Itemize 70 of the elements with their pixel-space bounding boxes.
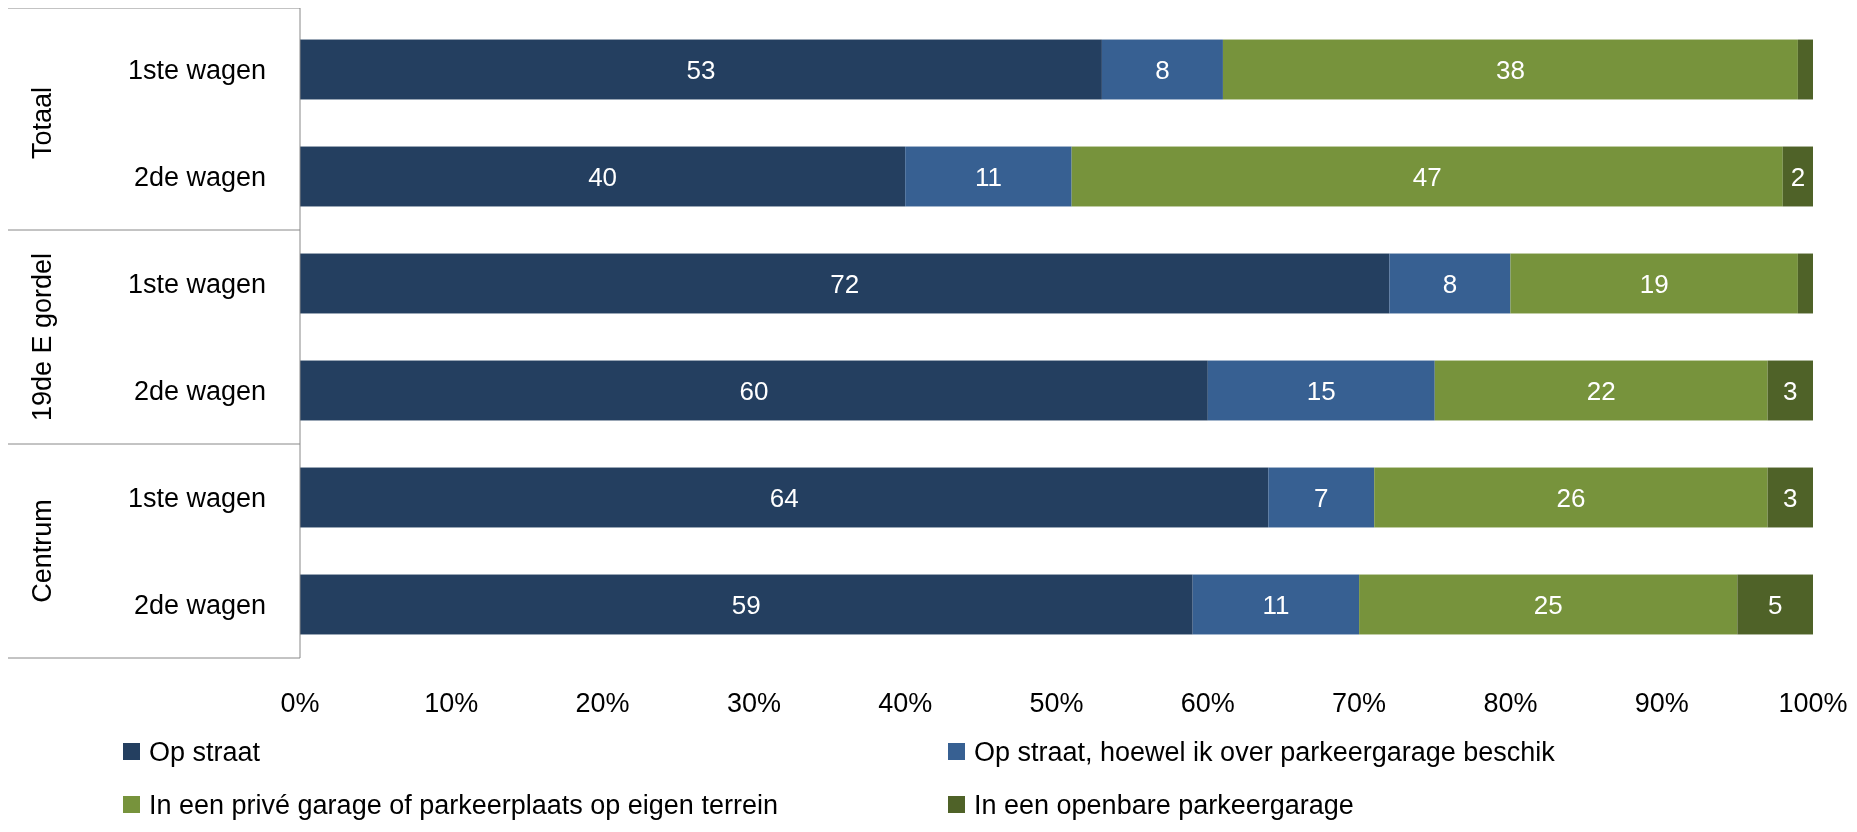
x-tick-label: 60%	[1180, 688, 1235, 718]
data-label: 3	[1783, 375, 1798, 406]
bar	[1374, 467, 1768, 528]
y-tick-label: 1ste wagen	[127, 268, 266, 299]
bar	[1222, 39, 1798, 100]
data-label: 8	[1155, 54, 1170, 85]
bar	[300, 146, 906, 207]
text: Totaal	[27, 86, 58, 160]
data-label: 59	[731, 589, 761, 620]
legend-label: In een openbare parkeergarage	[974, 790, 1354, 820]
data-label: 60	[739, 375, 769, 406]
bar	[1782, 146, 1813, 207]
x-tick-label: 0%	[280, 688, 320, 718]
bar	[300, 360, 1208, 421]
data-label: 25	[1533, 589, 1563, 620]
x-tick-label: 70%	[1332, 688, 1387, 718]
data-label: 26	[1556, 482, 1586, 513]
data-label: 7	[1314, 482, 1329, 513]
x-tick-label: 100%	[1778, 688, 1848, 718]
x-tick-label: 90%	[1634, 688, 1689, 718]
x-tick-label: 10%	[424, 688, 479, 718]
data-label: 19	[1639, 268, 1669, 299]
bar	[1071, 146, 1783, 207]
bar	[300, 253, 1390, 314]
bar	[1389, 253, 1511, 314]
bar	[1737, 574, 1813, 635]
text: 19de E gordel	[27, 252, 58, 422]
bar	[1797, 253, 1813, 314]
y-tick-label: 2de wagen	[133, 375, 266, 406]
bar	[1192, 574, 1360, 635]
y-tick-label: 2de wagen	[133, 161, 266, 192]
bar	[300, 39, 1102, 100]
bar	[1207, 360, 1435, 421]
bar	[905, 146, 1072, 207]
bar	[1359, 574, 1738, 635]
data-label: 40	[588, 161, 618, 192]
data-label: 64	[769, 482, 799, 513]
y-tick-label: 1ste wagen	[127, 482, 266, 513]
data-label: 47	[1412, 161, 1442, 192]
data-label: 53	[686, 54, 716, 85]
legend-label: Op straat	[149, 737, 261, 767]
bar	[1767, 467, 1813, 528]
bar	[1797, 39, 1813, 100]
data-label: 2	[1790, 161, 1806, 192]
data-label: 5	[1767, 589, 1783, 620]
data-label: 15	[1306, 375, 1336, 406]
data-label: 72	[830, 268, 860, 299]
x-tick-label: 80%	[1483, 688, 1538, 718]
y-tick-label: 1ste wagen	[127, 54, 266, 85]
data-label: 8	[1442, 268, 1458, 299]
data-label: 11	[974, 161, 1002, 192]
bar	[1434, 360, 1768, 421]
x-tick-label: 30%	[726, 688, 781, 718]
y-tick-label: 2de wagen	[133, 589, 266, 620]
bar	[300, 574, 1193, 635]
legend-label: In een privé garage of parkeerplaats op eigen terrein	[149, 790, 778, 820]
data-label: 22	[1586, 375, 1616, 406]
data-label: 38	[1495, 54, 1525, 85]
bar	[1101, 39, 1223, 100]
bar	[300, 467, 1269, 528]
x-tick-label: 20%	[575, 688, 630, 718]
x-tick-label: 40%	[878, 688, 933, 718]
bar	[1268, 467, 1375, 528]
x-tick-label: 50%	[1029, 688, 1084, 718]
text: Centrum	[27, 499, 58, 603]
bar	[1510, 253, 1798, 314]
data-label: 11	[1262, 589, 1290, 620]
legend-label: Op straat, hoewel ik over parkeergarage beschik	[974, 737, 1556, 767]
data-label: 3	[1783, 482, 1798, 513]
bar	[1767, 360, 1813, 421]
